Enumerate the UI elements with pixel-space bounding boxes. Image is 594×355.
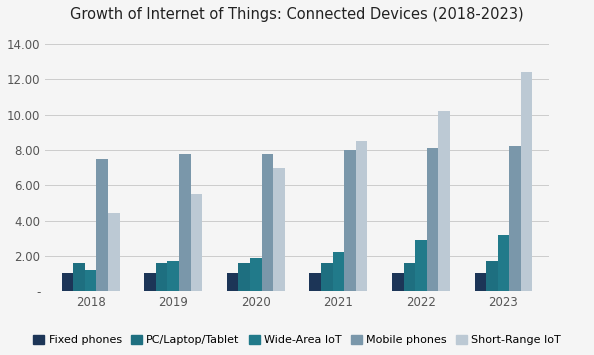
Bar bbox=[238, 263, 250, 291]
Bar bbox=[250, 258, 261, 291]
Bar bbox=[191, 194, 202, 291]
Bar bbox=[156, 263, 168, 291]
Bar bbox=[415, 240, 426, 291]
Bar bbox=[486, 261, 498, 291]
Bar bbox=[392, 273, 403, 291]
Bar bbox=[333, 252, 344, 291]
Bar bbox=[438, 111, 450, 291]
Bar bbox=[321, 263, 333, 291]
Title: Growth of Internet of Things: Connected Devices (2018-2023): Growth of Internet of Things: Connected … bbox=[70, 7, 524, 22]
Bar bbox=[168, 261, 179, 291]
Bar bbox=[179, 153, 191, 291]
Bar bbox=[108, 213, 119, 291]
Bar bbox=[309, 273, 321, 291]
Bar bbox=[144, 273, 156, 291]
Bar bbox=[85, 270, 96, 291]
Bar bbox=[498, 235, 509, 291]
Bar bbox=[344, 150, 356, 291]
Bar bbox=[356, 141, 367, 291]
Bar bbox=[261, 153, 273, 291]
Bar bbox=[403, 263, 415, 291]
Bar bbox=[509, 147, 521, 291]
Bar bbox=[62, 273, 74, 291]
Bar bbox=[475, 273, 486, 291]
Bar bbox=[273, 168, 285, 291]
Bar bbox=[74, 263, 85, 291]
Legend: Fixed phones, PC/Laptop/Tablet, Wide-Area IoT, Mobile phones, Short-Range IoT: Fixed phones, PC/Laptop/Tablet, Wide-Are… bbox=[29, 331, 565, 350]
Bar bbox=[426, 148, 438, 291]
Bar bbox=[521, 72, 532, 291]
Bar bbox=[96, 159, 108, 291]
Bar bbox=[227, 273, 238, 291]
